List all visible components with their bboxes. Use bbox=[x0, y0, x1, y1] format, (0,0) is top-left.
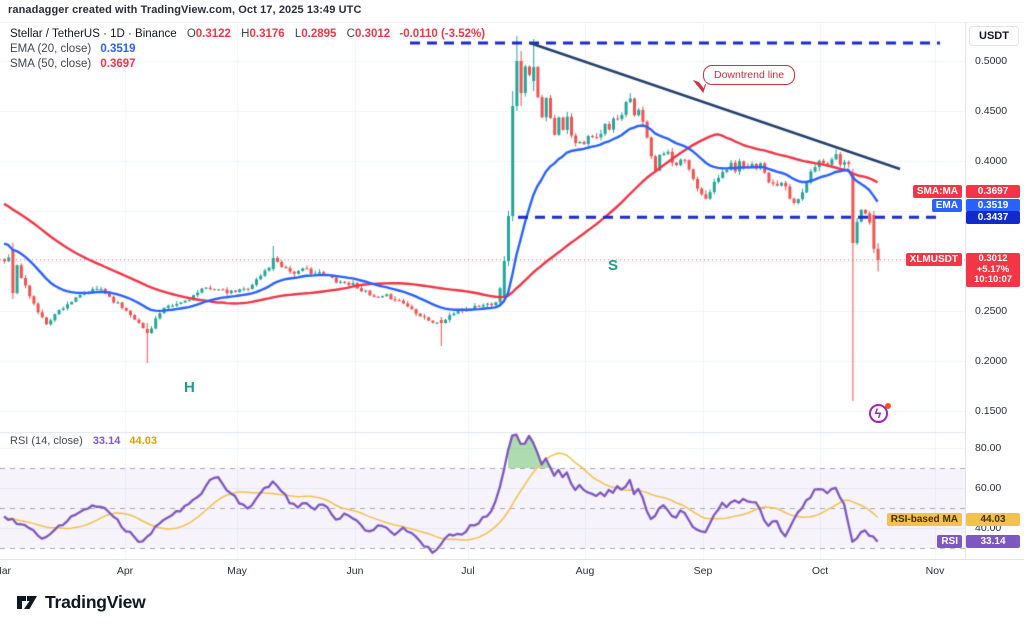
flash-circle bbox=[869, 404, 888, 423]
chart-area[interactable]: Stellar / TetherUS · 1D · Binance O0.312… bbox=[0, 22, 1024, 581]
currency-toggle-button[interactable]: USDT bbox=[969, 26, 1019, 46]
price-tick-label: 0.4000 bbox=[975, 155, 1008, 167]
downtrend-callout-text: Downtrend line bbox=[714, 69, 785, 81]
price-tick-label: 0.2000 bbox=[975, 355, 1008, 367]
high-label: H bbox=[241, 28, 250, 40]
chart-legend: Stellar / TetherUS · 1D · Binance O0.312… bbox=[10, 27, 485, 72]
open-label: O bbox=[186, 28, 196, 40]
price-tick-label: 0.1500 bbox=[975, 405, 1008, 417]
attribution-bar: ranadagger created with TradingView.com,… bbox=[0, 0, 1024, 22]
time-axis-label: Oct bbox=[811, 565, 829, 577]
last-price-badge: 0.3012 +5.17% 10:10:07 bbox=[966, 253, 1020, 287]
rsi-label: RSI (14, close) bbox=[10, 435, 83, 447]
rsi-ma-axis-label: RSI-based MA bbox=[886, 513, 962, 526]
price-tick-label: 80.00 bbox=[975, 442, 1002, 454]
close-label: C bbox=[346, 28, 355, 40]
close-value: 0.3012 bbox=[354, 28, 391, 40]
rsi-ma-value: 44.03 bbox=[129, 435, 157, 447]
symbol-axis-label: XLMUSDT bbox=[905, 253, 962, 266]
ema-axis-label: EMA bbox=[931, 199, 962, 212]
lightning-bolt-icon: ϟ bbox=[874, 406, 882, 421]
sma-value: 0.3697 bbox=[100, 58, 136, 70]
time-axis[interactable]: Mar Apr May Jun Jul Aug Sep Oct Nov bbox=[0, 559, 1024, 581]
low-label: L bbox=[294, 28, 302, 40]
time-axis-label: Sep bbox=[693, 565, 713, 577]
last-price-value: 0.3012 bbox=[978, 253, 1008, 264]
attribution-text: ranadagger created with TradingView.com,… bbox=[8, 4, 362, 16]
rsi-ma-axis-value: 44.03 bbox=[966, 513, 1020, 526]
sma-axis-value: 0.3697 bbox=[966, 185, 1020, 198]
price-tick-label: 0.2500 bbox=[975, 305, 1008, 317]
tradingview-logo-icon bbox=[17, 596, 37, 609]
price-axis[interactable]: USDT 0.5000 0.4500 0.4000 0.2500 0.2000 0.150… bbox=[965, 23, 1024, 559]
price-chart-canvas[interactable] bbox=[0, 23, 965, 559]
sma-legend-row[interactable]: SMA (50, close) 0.3697 bbox=[10, 57, 485, 71]
open-value: 0.3122 bbox=[195, 28, 231, 40]
rsi-axis-label: RSI bbox=[937, 535, 962, 548]
time-axis-label: Jun bbox=[346, 565, 364, 577]
ema-axis-value: 0.3519 bbox=[966, 199, 1020, 212]
price-tick-label: 0.5000 bbox=[975, 55, 1008, 67]
change-value: -0.0110 (-3.52%) bbox=[399, 28, 486, 40]
rsi-legend-row[interactable]: RSI (14, close) 33.14 44.03 bbox=[10, 435, 157, 447]
price-tick-label: 60.00 bbox=[975, 482, 1002, 494]
ema-legend-row[interactable]: EMA (20, close) 0.3519 bbox=[10, 42, 485, 56]
notification-dot bbox=[885, 403, 891, 409]
time-axis-label: Mar bbox=[0, 565, 12, 577]
time-axis-label: Jul bbox=[461, 565, 475, 577]
symbol-legend-row[interactable]: Stellar / TetherUS · 1D · Binance O0.312… bbox=[10, 27, 485, 41]
flash-event-icon[interactable]: ϟ bbox=[869, 403, 891, 425]
ema-label: EMA (20, close) bbox=[10, 43, 92, 55]
time-axis-label: Aug bbox=[575, 565, 595, 577]
ema-value: 0.3519 bbox=[100, 43, 136, 55]
symbol-title: Stellar / TetherUS · 1D · Binance bbox=[10, 28, 177, 40]
last-price-change: +5.17% bbox=[976, 263, 1010, 275]
rsi-axis-value: 33.14 bbox=[966, 535, 1020, 548]
tradingview-logo-text: TradingView bbox=[45, 591, 146, 612]
price-tick-label: 0.4500 bbox=[975, 105, 1008, 117]
tradingview-logo[interactable]: TradingView bbox=[16, 591, 146, 613]
footer: TradingView bbox=[0, 580, 1024, 625]
rsi-value: 33.14 bbox=[92, 435, 121, 447]
time-axis-label: Apr bbox=[116, 565, 134, 577]
time-axis-label: May bbox=[227, 565, 247, 577]
support-level-badge: 0.3437 bbox=[966, 211, 1020, 224]
time-axis-label: Nov bbox=[925, 565, 945, 577]
sma-axis-label: SMA:MA bbox=[912, 185, 962, 198]
bar-countdown: 10:10:07 bbox=[973, 274, 1013, 285]
downtrend-callout[interactable]: Downtrend line bbox=[689, 65, 796, 93]
low-value: 0.2895 bbox=[301, 28, 337, 40]
high-value: 0.3176 bbox=[249, 28, 285, 40]
annotation-letter-h[interactable]: H bbox=[184, 379, 195, 396]
annotation-letter-s[interactable]: S bbox=[608, 257, 619, 274]
sma-label: SMA (50, close) bbox=[10, 58, 92, 70]
